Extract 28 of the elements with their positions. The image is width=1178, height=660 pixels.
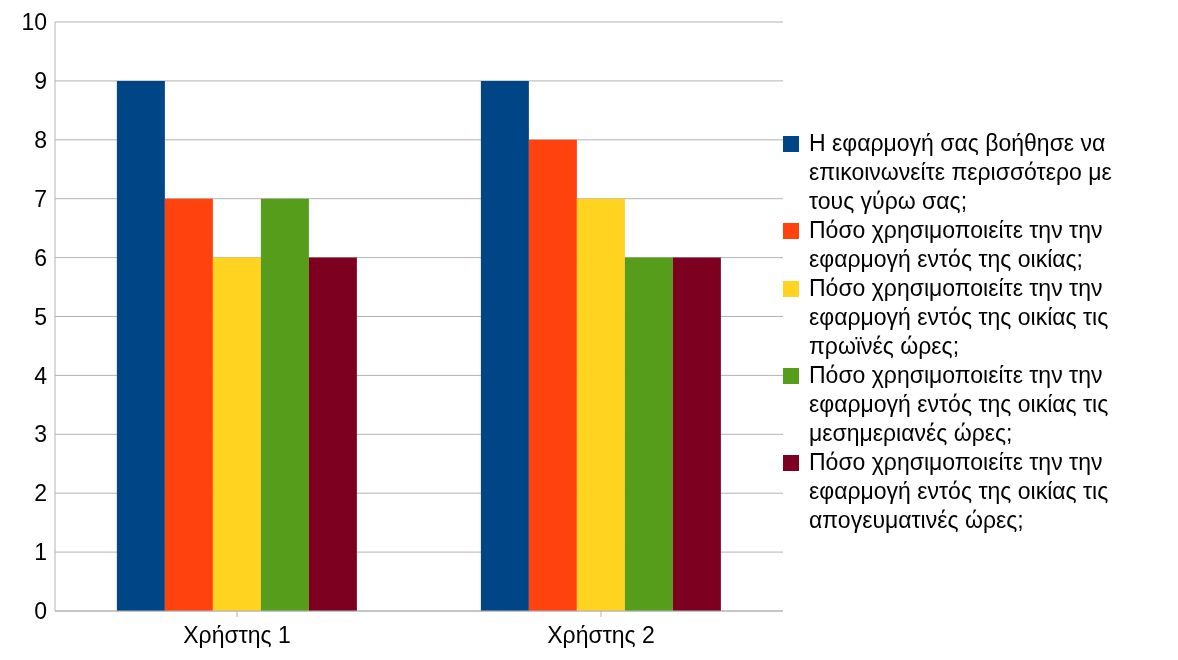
bar	[672, 257, 721, 611]
bar	[164, 198, 213, 611]
bar	[212, 257, 261, 611]
x-tick-label: Χρήστης 2	[547, 622, 655, 649]
bar	[624, 257, 673, 611]
bar	[308, 257, 357, 611]
legend-label: Πόσο χρησιμοποιείτε την την εφαρμογή εντός της οικίας τις απογευματινές ώρες;	[809, 448, 1110, 535]
y-tick-label: 8	[34, 126, 47, 153]
y-tick-label: 7	[34, 185, 47, 212]
legend-label: Πόσο χρησιμοποιείτε την την εφαρμογή εντός της οικίας τις μεσημεριανές ώρες;	[809, 361, 1110, 448]
x-tick-label: Χρήστης 1	[183, 622, 291, 649]
legend-label: Πόσο χρησιμοποιείτε την την εφαρμογή εντός της οικίας τις πρωϊνές ώρες;	[809, 274, 1110, 361]
bar	[528, 139, 577, 611]
y-tick-label: 0	[34, 598, 47, 625]
legend-label: Η εφαρμογή σας βοήθησε να επικοινωνείτε περισσότερο με τους γύρω σας;	[809, 129, 1113, 216]
bar	[260, 198, 309, 611]
y-tick-label: 2	[34, 480, 47, 507]
bar	[480, 80, 529, 611]
y-tick-label: 9	[34, 68, 47, 95]
y-tick-label: 5	[34, 303, 47, 330]
y-tick-label: 3	[34, 421, 47, 448]
y-tick-label: 10	[21, 9, 47, 36]
bar	[576, 198, 625, 611]
legend-label: Πόσο χρησιμοποιείτε την την εφαρμογή εντός της οικίας;	[809, 216, 1104, 274]
y-tick-label: 1	[34, 539, 47, 566]
y-tick-label: 6	[34, 244, 47, 271]
y-tick-label: 4	[34, 362, 48, 389]
bar	[116, 80, 165, 611]
